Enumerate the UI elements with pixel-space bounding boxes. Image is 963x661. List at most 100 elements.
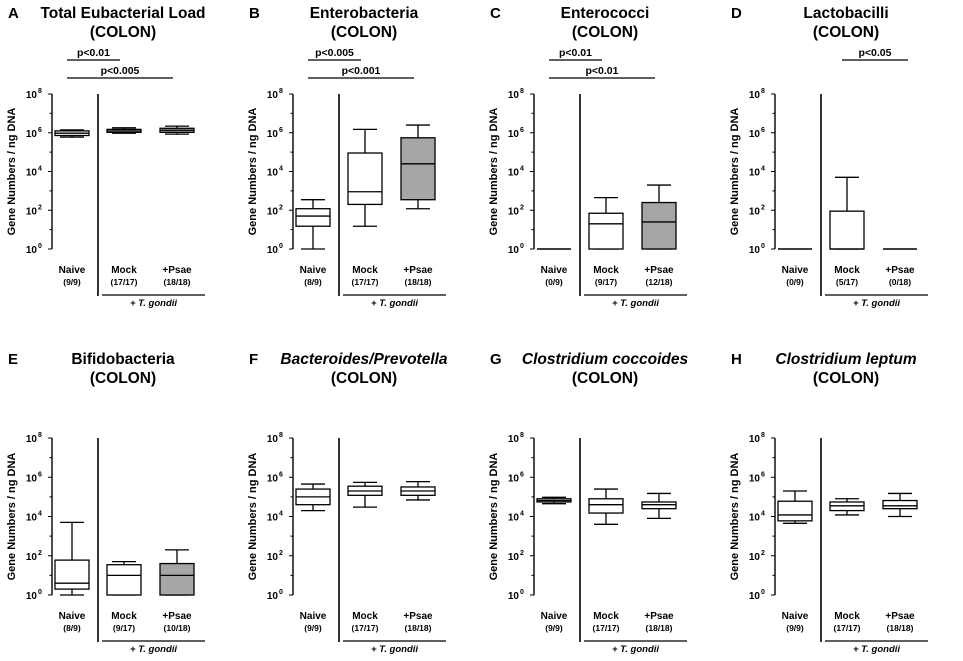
box-mock [347,481,383,508]
panel-title: Bacteroides/Prevotella [280,351,448,368]
y-tick-exponent: 4 [520,166,524,173]
box-mock [106,561,142,596]
y-axis-label: Gene Numbers / ng DNA [488,108,500,236]
category-count: (8/9) [304,277,322,287]
box-iqr [777,500,813,522]
significance-label: p<0.001 [342,65,381,77]
category-count: (17/17) [111,277,138,287]
y-axis-label: Gene Numbers / ng DNA [247,108,259,236]
y-tick-exponent: 6 [520,471,524,478]
panel-title: Enterococci [561,5,650,22]
panel-letter: E [8,351,18,368]
panel-title: Total Eubacterial Load [40,5,205,22]
category-count: (0/18) [889,277,911,287]
y-tick-base: 10 [749,129,761,140]
category-count: (10/18) [164,623,191,633]
group-label: + T. gondii [371,298,418,309]
box-naive [295,199,331,250]
box-plus-psae [159,125,195,135]
y-tick-exponent: 2 [761,204,765,211]
box-plus-psae [882,492,918,518]
box-iqr [159,562,195,596]
panel-subtitle: (COLON) [90,24,156,41]
y-tick-exponent: 8 [761,88,765,95]
box-iqr [347,152,383,206]
box-mock [829,176,865,250]
box-mock [588,488,624,525]
y-tick-base: 10 [508,513,520,524]
y-tick-exponent: 2 [520,204,524,211]
panel-title: Clostridium leptum [775,351,916,368]
y-tick-exponent: 0 [38,589,42,596]
y-tick-base: 10 [508,206,520,217]
y-tick-base: 10 [267,552,279,563]
category-label: Mock [111,265,137,276]
significance-label: p<0.005 [315,47,354,59]
y-tick-base: 10 [749,434,761,445]
category-count: (9/17) [113,623,135,633]
y-tick-base: 10 [267,473,279,484]
category-label: +Psae [644,265,674,276]
group-label: + T. gondii [130,644,177,655]
y-tick-exponent: 4 [761,166,765,173]
panel-title: Lactobacilli [803,5,888,22]
box-mock [829,498,865,516]
category-label: Naive [59,265,86,276]
panel-title: Enterobacteria [310,5,419,22]
panel-f: F Bacteroides/Prevotella (COLON) Gene Numbe… [247,351,448,655]
y-tick-exponent: 6 [38,471,42,478]
panel-subtitle: (COLON) [331,370,397,387]
box-naive [54,521,90,596]
group-label: + T. gondii [612,298,659,309]
panel-subtitle: (COLON) [90,370,156,387]
category-count: (12/18) [646,277,673,287]
y-tick-exponent: 2 [38,550,42,557]
y-tick-exponent: 8 [279,88,283,95]
y-tick-exponent: 4 [279,511,283,518]
y-tick-exponent: 4 [38,166,42,173]
y-tick-base: 10 [267,90,279,101]
y-axis-label: Gene Numbers / ng DNA [729,453,741,581]
category-count: (18/18) [164,277,191,287]
y-tick-base: 10 [508,591,520,602]
y-axis-label: Gene Numbers / ng DNA [488,453,500,581]
category-count: (8/9) [63,623,81,633]
category-count: (18/18) [405,623,432,633]
panel-letter: D [731,5,742,22]
y-tick-exponent: 6 [761,471,765,478]
y-tick-exponent: 6 [279,471,283,478]
category-label: +Psae [403,611,433,622]
y-tick-exponent: 6 [279,127,283,134]
y-tick-exponent: 6 [38,127,42,134]
y-tick-base: 10 [26,552,38,563]
category-label: Mock [111,611,137,622]
panel-a: A Total Eubacterial Load (COLON) Gene Numbe… [6,5,206,309]
category-label: Naive [59,611,86,622]
y-tick-base: 10 [508,552,520,563]
panel-letter: H [731,351,742,368]
box-naive [54,129,90,138]
y-tick-base: 10 [749,591,761,602]
significance-label: p<0.05 [859,47,892,59]
y-tick-exponent: 0 [38,243,42,250]
box-iqr [641,201,677,250]
category-label: +Psae [885,611,915,622]
y-tick-base: 10 [26,90,38,101]
y-tick-base: 10 [267,591,279,602]
category-count: (0/9) [786,277,804,287]
panel-subtitle: (COLON) [331,24,397,41]
box-iqr [295,208,331,227]
category-label: Mock [352,265,378,276]
y-tick-exponent: 0 [520,589,524,596]
y-tick-exponent: 0 [279,243,283,250]
y-tick-exponent: 2 [279,204,283,211]
y-tick-base: 10 [267,168,279,179]
category-label: +Psae [162,611,192,622]
category-label: +Psae [162,265,192,276]
box-naive [536,496,572,505]
y-tick-exponent: 4 [38,511,42,518]
panel-letter: F [249,351,258,368]
y-tick-base: 10 [26,434,38,445]
category-count: (17/17) [352,277,379,287]
y-tick-exponent: 4 [279,166,283,173]
